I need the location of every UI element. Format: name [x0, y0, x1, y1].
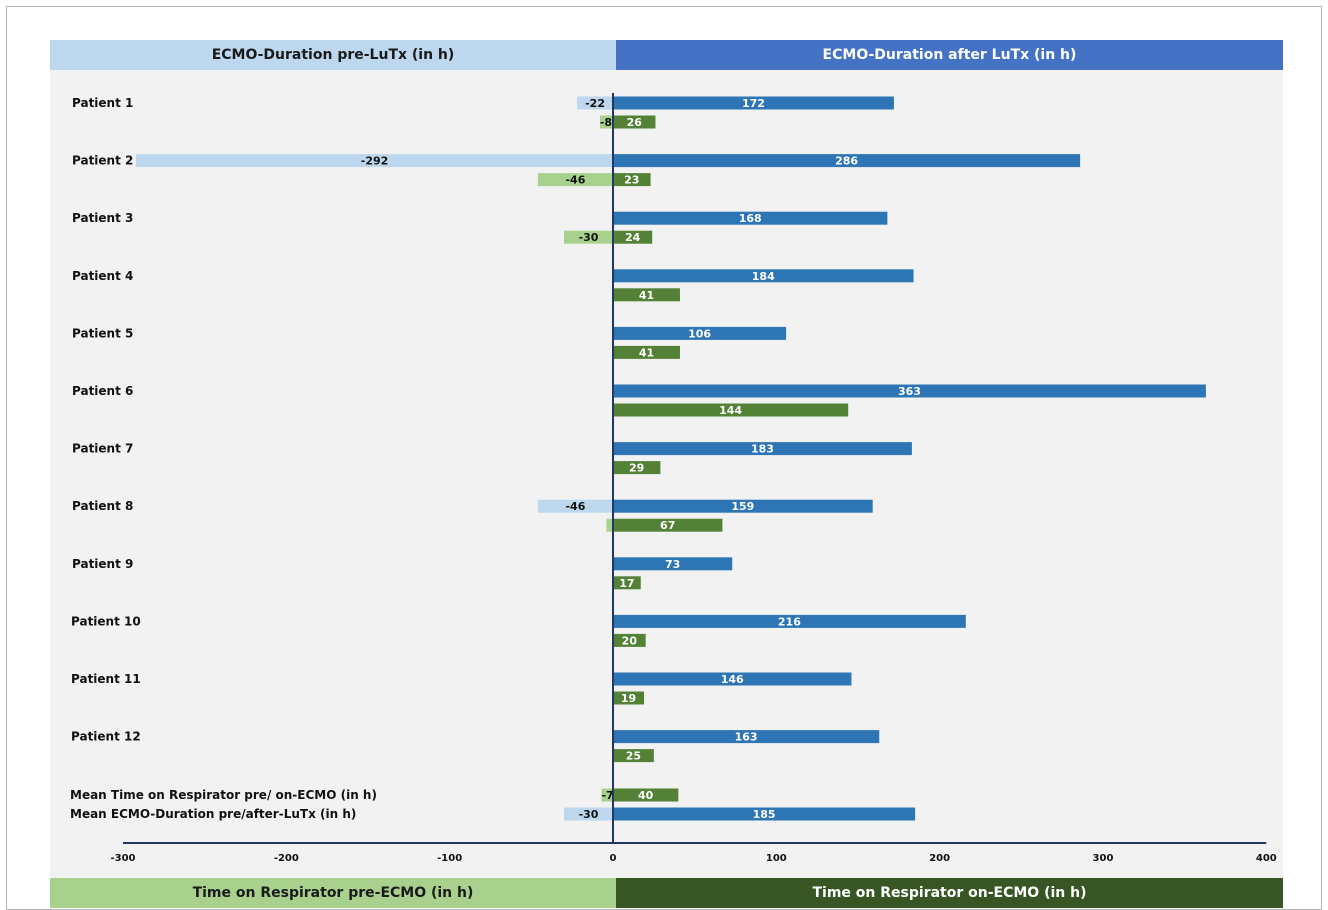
header-ecmo-pre-lutx: ECMO-Duration pre-LuTx (in h) — [50, 40, 616, 70]
bar-respirator-pre-label: -30 — [579, 231, 599, 244]
bar-ecmo-after-label: 73 — [665, 558, 680, 571]
row-label: Patient 3 — [72, 211, 133, 225]
x-tick-label: -100 — [437, 853, 462, 864]
x-tick-label: 0 — [610, 853, 617, 864]
bar-ecmo-after-label: 163 — [735, 731, 758, 744]
bar-respirator-on — [613, 403, 849, 417]
row-label: Patient 11 — [71, 672, 141, 686]
bar-ecmo-after-label: 168 — [739, 212, 762, 225]
bar-ecmo-after-label: 183 — [751, 443, 774, 456]
bar-respirator-on — [613, 749, 654, 763]
bar-respirator-on-label: 17 — [619, 577, 634, 590]
bar-ecmo-after-label: 146 — [721, 673, 744, 686]
x-tick-label: 300 — [1093, 853, 1114, 864]
bar-respirator-pre-label: -8 — [600, 116, 612, 129]
x-tick-label: 100 — [766, 853, 787, 864]
bar-ecmo-after — [613, 614, 966, 628]
bar-respirator-pre-label: -46 — [565, 174, 585, 187]
bar-ecmo-after — [613, 730, 880, 744]
bar-ecmo-after-label: 106 — [688, 327, 711, 340]
bar-respirator-on-label: 26 — [627, 116, 643, 129]
bar-mean-ecmo-pre — [564, 807, 613, 821]
bar-ecmo-after — [613, 211, 888, 225]
bar-ecmo-after — [613, 384, 1206, 398]
bar-respirator-on-label: 29 — [629, 462, 644, 475]
row-label: Patient 5 — [72, 326, 133, 340]
bar-respirator-on — [613, 461, 661, 475]
header-ecmo-after-lutx: ECMO-Duration after LuTx (in h) — [616, 40, 1283, 70]
bar-respirator-on-label: 24 — [625, 231, 641, 244]
bar-respirator-on — [613, 288, 680, 302]
bar-ecmo-pre — [537, 499, 613, 513]
bar-ecmo-after — [613, 326, 787, 340]
bar-respirator-on — [613, 345, 680, 359]
mean-row-label: Mean Time on Respirator pre/ on-ECMO (in… — [70, 788, 377, 802]
bar-ecmo-after — [613, 442, 912, 456]
row-label: Patient 7 — [72, 442, 133, 456]
bar-mean-ecmo-after-label: 185 — [753, 808, 776, 821]
bar-ecmo-after-label: 286 — [835, 155, 858, 168]
row-label: Patient 4 — [72, 269, 133, 283]
bar-respirator-on — [613, 115, 656, 129]
bar-mean-respirator-pre-label: -7 — [601, 789, 613, 802]
bar-respirator-pre — [599, 115, 613, 129]
row-label: Patient 12 — [71, 730, 141, 744]
x-tick-label: -300 — [110, 853, 135, 864]
bar-respirator-on — [613, 691, 645, 705]
bar-ecmo-after-label: 172 — [742, 97, 765, 110]
bar-ecmo-after — [613, 672, 852, 686]
bar-ecmo-pre — [577, 96, 613, 110]
bar-ecmo-after — [613, 154, 1081, 168]
bar-respirator-on — [613, 576, 641, 590]
bar-mean-respirator-on-label: 40 — [638, 789, 654, 802]
bar-respirator-on-label: 41 — [639, 346, 654, 359]
bar-ecmo-after-label: 363 — [898, 385, 921, 398]
row-label: Patient 8 — [72, 499, 133, 513]
bar-respirator-on — [613, 518, 723, 532]
bar-ecmo-pre-label: -292 — [361, 155, 389, 168]
bar-respirator-on-label: 144 — [719, 404, 742, 417]
x-tick-label: 400 — [1256, 853, 1277, 864]
header-respirator-pre-ecmo: Time on Respirator pre-ECMO (in h) — [50, 878, 616, 908]
row-label: Patient 9 — [72, 557, 133, 571]
bar-respirator-on-label: 41 — [639, 289, 654, 302]
mean-row-label: Mean ECMO-Duration pre/after-LuTx (in h) — [70, 807, 356, 821]
row-label: Patient 2 — [72, 154, 133, 168]
bar-respirator-pre — [606, 518, 613, 532]
bar-ecmo-pre-label: -46 — [565, 500, 585, 513]
bar-respirator-on-label: 67 — [660, 519, 675, 532]
bar-ecmo-pre-label: -22 — [585, 97, 605, 110]
bar-respirator-on — [613, 633, 646, 647]
bar-ecmo-pre — [136, 154, 613, 168]
bar-mean-ecmo-after — [613, 807, 916, 821]
row-label: Patient 6 — [72, 384, 133, 398]
bar-respirator-on-label: 19 — [621, 692, 636, 705]
bar-respirator-on — [613, 230, 653, 244]
bar-mean-respirator-on — [613, 788, 679, 802]
bar-mean-ecmo-pre-label: -30 — [579, 808, 599, 821]
bar-respirator-on-label: 20 — [622, 634, 638, 647]
plot-area — [50, 40, 1283, 908]
bar-ecmo-after-label: 184 — [752, 270, 775, 283]
x-tick-label: -200 — [274, 853, 299, 864]
header-respirator-on-ecmo: Time on Respirator on-ECMO (in h) — [616, 878, 1283, 908]
bar-ecmo-after — [613, 96, 894, 110]
bar-respirator-pre — [537, 173, 613, 187]
bar-ecmo-after — [613, 499, 873, 513]
bar-ecmo-after — [613, 269, 914, 283]
bar-respirator-on-label: 23 — [624, 174, 639, 187]
bar-mean-respirator-pre — [601, 788, 613, 802]
bar-ecmo-after-label: 216 — [778, 615, 801, 628]
row-label: Patient 10 — [71, 614, 141, 628]
bar-respirator-on-label: 25 — [626, 750, 641, 763]
x-tick-label: 200 — [929, 853, 950, 864]
row-label: Patient 1 — [72, 96, 133, 110]
bar-respirator-pre — [564, 230, 613, 244]
bar-ecmo-after — [613, 557, 733, 571]
bar-ecmo-after-label: 159 — [731, 500, 754, 513]
bar-respirator-on — [613, 173, 651, 187]
